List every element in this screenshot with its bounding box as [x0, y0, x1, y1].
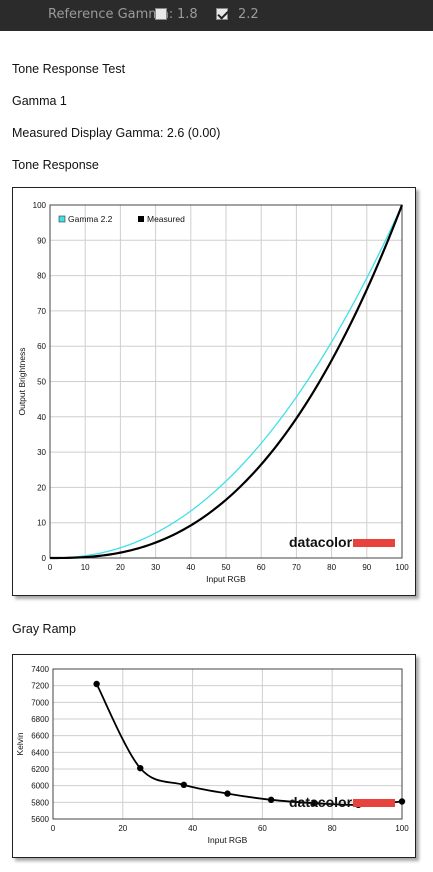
x-tick-label: 40 — [188, 824, 197, 833]
plot-frame — [49, 204, 403, 559]
y-tick-label: 10 — [37, 519, 46, 528]
plot-frame — [52, 668, 403, 820]
y-tick-label: 6200 — [31, 765, 49, 774]
x-tick-label: 60 — [257, 563, 266, 572]
legend-swatch-gamma-2-2 — [58, 215, 66, 223]
y-tick-label: 7400 — [31, 665, 49, 674]
data-point — [398, 798, 406, 805]
data-point — [224, 790, 231, 797]
y-tick-label: 5800 — [31, 798, 49, 807]
x-tick-label: 10 — [81, 563, 90, 572]
x-tick-label: 30 — [151, 563, 160, 572]
measured-gamma-text: Measured Display Gamma: 2.6 (0.00) — [12, 126, 221, 140]
tone-response-chart: 0 10 20 30 40 50 60 70 80 90 100 0 10 20 30 40 50 60 70 80 9… — [17, 201, 409, 584]
y-axis-label: Kelvin — [15, 732, 25, 755]
reference-gamma-label: Reference Gamma: — [48, 7, 174, 22]
reference-gamma-toolbar: Reference Gamma: 1.8 2.2 — [0, 0, 433, 31]
datacolor-logo: datacolor — [289, 794, 353, 810]
gray-ramp-panel: 0 20 40 60 80 100 5600 5800 6000 6200 6400 6600 6800… — [12, 654, 416, 858]
x-tick-label: 50 — [222, 563, 231, 572]
x-tick-label: 90 — [362, 563, 371, 572]
y-tick-label: 80 — [37, 272, 46, 281]
x-tick-label: 0 — [51, 824, 56, 833]
y-tick-label: 90 — [37, 236, 46, 245]
gray-ramp-chart: 0 20 40 60 80 100 5600 5800 6000 6200 6400 6600 6800… — [15, 665, 409, 845]
tone-response-heading: Tone Response — [12, 158, 99, 172]
data-point — [180, 781, 188, 789]
data-point — [93, 680, 100, 688]
tone-response-panel: 0 10 20 30 40 50 60 70 80 90 100 0 10 20 30 40 50 60 70 80 9… — [12, 187, 416, 596]
x-axis-label: Input RGB — [208, 835, 248, 845]
data-point — [137, 764, 144, 772]
x-tick-label: 60 — [258, 824, 267, 833]
legend-label-measured: Measured — [147, 214, 185, 224]
x-tick-label: 40 — [186, 563, 195, 572]
x-tick-label: 20 — [116, 563, 125, 572]
y-tick-label: 20 — [37, 483, 46, 492]
y-tick-label: 5600 — [31, 815, 49, 824]
y-tick-label: 60 — [37, 342, 46, 351]
y-tick-label: 40 — [37, 413, 46, 422]
datacolor-logo-bar — [353, 539, 395, 547]
gamma-1-8-checkbox[interactable] — [155, 8, 167, 20]
legend-swatch-measured — [138, 216, 144, 222]
gamma-label: Gamma 1 — [12, 94, 67, 108]
datacolor-logo: datacolor — [289, 534, 353, 550]
x-tick-label: 100 — [395, 824, 409, 833]
gamma-2-2-label: 2.2 — [238, 7, 259, 22]
gamma-1-8-label: 1.8 — [177, 7, 198, 22]
y-tick-label: 6000 — [31, 782, 49, 791]
y-tick-label: 70 — [37, 307, 46, 316]
test-title: Tone Response Test — [12, 62, 126, 76]
y-axis-label: Output Brightness — [17, 347, 27, 415]
gray-ramp-heading: Gray Ramp — [12, 622, 76, 636]
y-tick-label: 0 — [42, 554, 47, 563]
data-point — [267, 796, 275, 804]
series-line-measured — [50, 204, 404, 560]
x-tick-label: 70 — [292, 563, 301, 572]
x-axis-label: Input RGB — [206, 574, 246, 584]
x-tick-label: 80 — [328, 824, 337, 833]
y-tick-label: 100 — [33, 201, 47, 210]
data-point — [311, 799, 318, 807]
x-tick-label: 80 — [327, 563, 336, 572]
y-tick-label: 6800 — [31, 715, 49, 724]
x-tick-label: 100 — [395, 563, 409, 572]
gamma-2-2-checkbox[interactable] — [216, 8, 228, 20]
y-tick-label: 6400 — [31, 748, 49, 757]
y-tick-label: 7200 — [31, 682, 49, 691]
y-tick-label: 50 — [37, 378, 46, 387]
y-tick-label: 7000 — [31, 698, 49, 707]
datacolor-logo-bar — [353, 799, 395, 807]
y-tick-label: 30 — [37, 448, 46, 457]
x-tick-label: 0 — [48, 563, 53, 572]
legend-label-gamma-2-2: Gamma 2.2 — [68, 214, 113, 224]
x-tick-label: 20 — [118, 824, 127, 833]
series-line-gamma-2-2 — [49, 204, 403, 559]
y-tick-label: 6600 — [31, 732, 49, 741]
